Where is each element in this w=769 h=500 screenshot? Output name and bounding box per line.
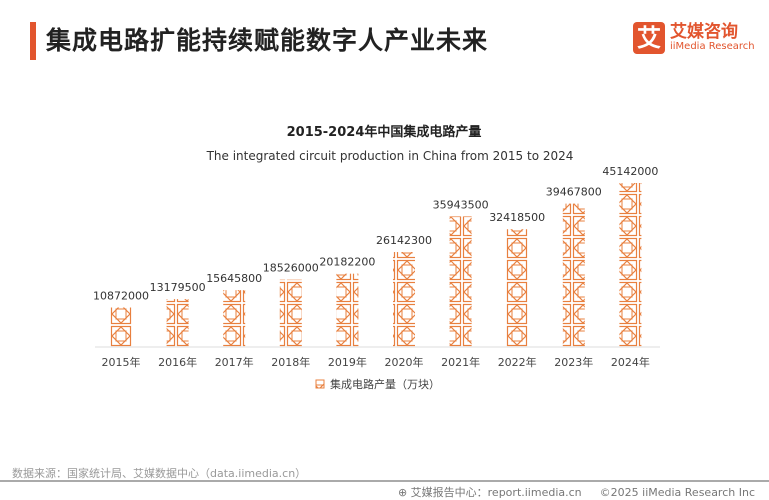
data-label: 32418500 <box>489 211 545 224</box>
bar-2019年 <box>336 273 359 347</box>
x-tick-label: 2024年 <box>611 355 650 369</box>
data-label: 26142300 <box>376 234 432 247</box>
x-tick-label: 2020年 <box>385 355 424 369</box>
data-label: 10872000 <box>93 290 149 303</box>
bar-chart: 2015-2024年中国集成电路产量 The integrated circui… <box>93 124 660 391</box>
x-tick-label: 2022年 <box>498 355 537 369</box>
data-label: 13179500 <box>150 281 206 294</box>
footer-info: ⊕ 艾媒报告中心：report.iimedia.cn ©2025 iiMedia … <box>398 484 755 500</box>
page-title: 集成电路扩能持续赋能数字人产业未来 <box>46 26 489 55</box>
data-label: 18526000 <box>263 262 319 275</box>
x-tick-label: 2017年 <box>215 355 254 369</box>
bar-2017年 <box>223 290 246 347</box>
logo-en: iiMedia Research <box>670 41 755 52</box>
data-label: 20182200 <box>319 256 375 269</box>
data-label: 35943500 <box>433 198 489 211</box>
globe-icon: ⊕ <box>397 486 411 499</box>
logo-cn: 艾媒咨询 <box>670 22 738 42</box>
bar-2020年 <box>393 252 415 347</box>
x-tick-label: 2021年 <box>441 355 480 369</box>
x-tick-label: 2019年 <box>328 355 367 369</box>
title-accent-bar <box>30 22 36 60</box>
data-label: 15645800 <box>206 272 262 285</box>
copyright: ©2025 iiMedia Research Inc <box>599 486 755 499</box>
bar-2016年 <box>166 299 189 347</box>
logo: 艾 艾媒咨询 iiMedia Research <box>633 22 755 54</box>
bar-2018年 <box>279 279 302 347</box>
x-tick-label: 2023年 <box>554 355 593 369</box>
chart-subtitle: The integrated circuit production in Chi… <box>206 149 574 163</box>
source-note: 数据来源：国家统计局、艾媒数据中心（data.iimedia.cn） <box>12 467 307 480</box>
data-label: 39467800 <box>546 186 602 199</box>
bar-2024年 <box>619 183 642 347</box>
x-tick-label: 2015年 <box>102 355 141 369</box>
bar-2023年 <box>562 203 585 347</box>
x-tick-label: 2018年 <box>271 355 310 369</box>
bar-2021年 <box>449 216 472 347</box>
bar-2015年 <box>110 307 132 347</box>
footer-divider <box>0 480 769 482</box>
x-tick-label: 2016年 <box>158 355 197 369</box>
data-label: 45142000 <box>602 165 658 178</box>
bar-2022年 <box>506 229 529 347</box>
legend-swatch <box>315 379 325 389</box>
legend-label: 集成电路产量（万块） <box>330 377 440 391</box>
chart-title: 2015-2024年中国集成电路产量 <box>287 124 482 140</box>
logo-icon: 艾 <box>633 22 665 54</box>
report-link[interactable]: 艾媒报告中心：report.iimedia.cn <box>410 486 582 499</box>
